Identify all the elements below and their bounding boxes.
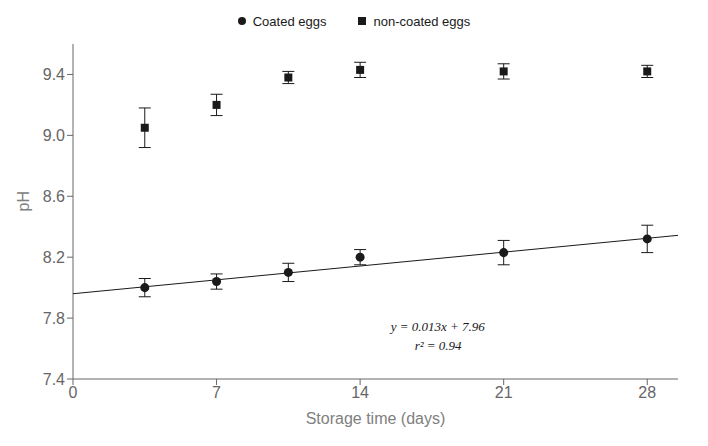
- svg-text:8.2: 8.2: [43, 249, 65, 266]
- svg-text:0: 0: [69, 384, 78, 401]
- svg-text:21: 21: [495, 384, 513, 401]
- svg-text:28: 28: [638, 384, 656, 401]
- svg-text:8.6: 8.6: [43, 188, 65, 205]
- svg-text:9.0: 9.0: [43, 127, 65, 144]
- svg-text:14: 14: [351, 384, 369, 401]
- html-text:Coated eggs: Coated eggs: [252, 13, 327, 29]
- svg-text:pH: pH: [15, 191, 32, 211]
- svg-text:9.4: 9.4: [43, 66, 65, 83]
- svg-text:7.8: 7.8: [43, 310, 65, 327]
- svg-text:7.4: 7.4: [43, 371, 65, 388]
- html-text:non-coated eggs: non-coated eggs: [373, 13, 471, 29]
- svg-text:7: 7: [212, 384, 221, 401]
- html-text:y = 0.013x + 7.96: y = 0.013x + 7.96: [390, 318, 485, 334]
- svg-text:Storage time (days): Storage time (days): [306, 410, 446, 427]
- html-text:r² = 0.94: r² = 0.94: [414, 337, 462, 353]
